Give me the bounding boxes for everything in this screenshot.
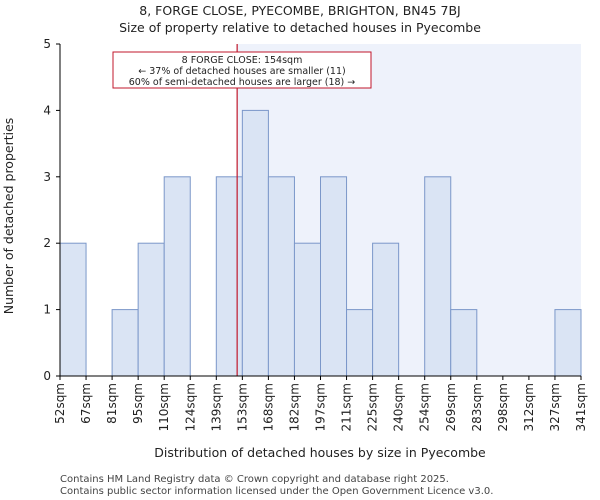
y-tick-label: 0 (43, 369, 51, 383)
x-tick-label: 95sqm (131, 383, 145, 424)
y-tick-label: 5 (43, 37, 51, 51)
x-tick-label: 124sqm (183, 383, 197, 431)
chart-title: 8, FORGE CLOSE, PYECOMBE, BRIGHTON, BN45… (139, 3, 461, 18)
histogram-bar (137, 242, 165, 377)
annotation-box: 8 FORGE CLOSE: 154sqm ← 37% of detached … (112, 51, 372, 89)
histogram-bar (372, 242, 400, 377)
x-axis-label: Distribution of detached houses by size … (154, 445, 486, 460)
histogram-bar (111, 309, 139, 377)
x-tick-label: 254sqm (418, 383, 432, 431)
x-tick-label: 168sqm (261, 383, 275, 431)
footer-licence: Contains public sector information licen… (60, 486, 494, 497)
y-tick-label: 3 (43, 170, 51, 184)
histogram-bar (346, 309, 374, 377)
chart-subtitle: Size of property relative to detached ho… (119, 20, 481, 35)
y-axis-label: Number of detached properties (1, 118, 16, 315)
x-tick-label: 81sqm (105, 383, 119, 424)
histogram-bar (163, 176, 191, 377)
histogram-bar (320, 176, 348, 377)
annotation-line-1: 8 FORGE CLOSE: 154sqm (182, 55, 303, 66)
x-tick-label: 211sqm (340, 383, 354, 431)
x-tick-label: 110sqm (157, 383, 171, 431)
x-tick-label: 225sqm (366, 383, 380, 431)
x-tick-label: 269sqm (444, 383, 458, 431)
x-tick-label: 139sqm (209, 383, 223, 431)
histogram-bar (59, 242, 87, 377)
x-tick-label: 67sqm (79, 383, 93, 424)
histogram-bar (450, 309, 478, 377)
x-tick-label: 327sqm (548, 383, 562, 431)
histogram-bar (215, 176, 243, 377)
x-tick-label: 312sqm (522, 383, 536, 431)
annotation-line-2: ← 37% of detached houses are smaller (11… (138, 66, 345, 77)
histogram-bar (293, 242, 322, 377)
x-tick-label: 298sqm (496, 383, 510, 431)
x-tick-label: 240sqm (392, 383, 406, 431)
footer-copyright: Contains HM Land Registry data © Crown c… (60, 474, 449, 485)
annotation-line-3: 60% of semi-detached houses are larger (… (129, 77, 356, 88)
x-tick-label: 153sqm (235, 383, 249, 431)
histogram-bar (554, 309, 582, 377)
x-tick-label: 52sqm (53, 383, 67, 424)
x-tick-label: 182sqm (287, 383, 301, 431)
x-tick-label: 341sqm (574, 383, 588, 431)
y-tick-label: 4 (43, 103, 51, 117)
y-tick-label: 1 (43, 303, 51, 317)
histogram-bar (241, 109, 269, 377)
x-tick-label: 283sqm (470, 383, 484, 431)
y-tick-label: 2 (43, 236, 51, 250)
histogram-bar (424, 176, 452, 377)
x-tick-label: 197sqm (314, 383, 328, 431)
histogram-bar (267, 176, 295, 377)
